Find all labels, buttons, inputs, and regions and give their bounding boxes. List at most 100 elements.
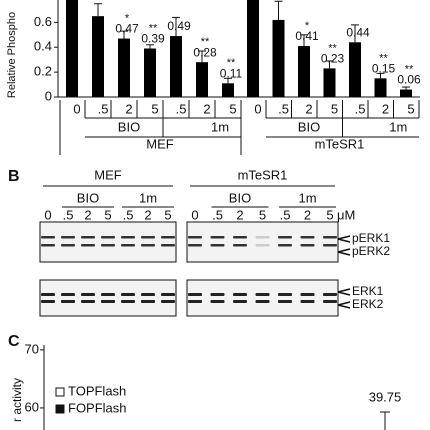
blot-band xyxy=(278,236,292,239)
band-label: pERK1 xyxy=(352,231,390,245)
band-arrow xyxy=(337,248,351,256)
group-label: MEF xyxy=(94,167,122,182)
legend-swatch xyxy=(55,404,65,414)
treatment-label: 1m xyxy=(211,119,229,134)
blot-band xyxy=(41,300,55,303)
treatment-label: BIO xyxy=(229,190,251,205)
blot-band xyxy=(255,236,270,239)
dose-label: .5 xyxy=(63,207,74,222)
blot-band xyxy=(210,293,225,296)
blot-panel xyxy=(39,221,177,263)
y-tick-label: 70 xyxy=(25,341,39,356)
band-label: pERK2 xyxy=(352,244,390,258)
dose-label: 5 xyxy=(326,207,333,222)
dose-label: 5 xyxy=(104,207,111,222)
blot-band xyxy=(41,293,55,296)
value-label: 0.41 xyxy=(295,29,319,43)
dose-label: 2 xyxy=(144,207,151,222)
value-label: 0.47 xyxy=(115,22,139,36)
dose-label: .5 xyxy=(123,207,134,222)
treatment-label: 1m xyxy=(139,190,157,205)
bar xyxy=(170,36,182,97)
value-label: 0.28 xyxy=(193,45,217,59)
bar xyxy=(374,78,387,97)
value-label: 0.06 xyxy=(397,73,421,87)
blot-band xyxy=(121,293,135,296)
dose-label: .5 xyxy=(280,207,291,222)
blot-band xyxy=(233,236,247,239)
bar xyxy=(298,46,310,97)
x-tick-label: .5 xyxy=(278,101,289,116)
blot-band xyxy=(188,293,202,296)
x-tick-label: 5 xyxy=(151,101,158,116)
treatment-label: BIO xyxy=(77,190,99,205)
blot-band xyxy=(323,300,337,303)
unit-label: μM xyxy=(337,207,355,222)
group-label: mTeSR1 xyxy=(238,167,288,182)
dose-label: 0 xyxy=(44,207,51,222)
y-tick-label: 0 xyxy=(45,88,52,103)
y-tick-label: 0.6 xyxy=(34,14,52,29)
significance: ** xyxy=(379,52,388,64)
bar xyxy=(323,68,336,97)
blot-band xyxy=(300,293,315,296)
blot-band xyxy=(101,293,115,296)
value-label: 0.23 xyxy=(321,52,345,66)
blot-band xyxy=(233,244,247,247)
blot-band xyxy=(81,244,95,247)
dose-label: 0 xyxy=(191,207,198,222)
annotation: 39.75 xyxy=(369,389,402,404)
x-tick-label: 5 xyxy=(229,101,236,116)
blot-band xyxy=(141,293,155,296)
x-tick-label: .5 xyxy=(176,101,187,116)
bar xyxy=(349,42,361,97)
bar xyxy=(66,0,78,97)
bar xyxy=(196,62,208,97)
blot-band xyxy=(210,244,225,247)
blot-band xyxy=(323,244,337,247)
treatment-label: 1m xyxy=(389,119,407,134)
x-tick-label: 2 xyxy=(203,101,210,116)
bar xyxy=(144,48,156,97)
panel-label: B xyxy=(8,168,20,185)
bar xyxy=(118,38,130,97)
value-label: 0.44 xyxy=(346,25,370,39)
blot-band xyxy=(101,236,115,239)
blot-band xyxy=(61,244,75,247)
band-label: ERK1 xyxy=(352,284,384,298)
significance: ** xyxy=(149,22,158,34)
bar xyxy=(92,16,104,98)
blot-band xyxy=(141,244,155,247)
treatment-label: 1m xyxy=(298,190,316,205)
blot-band xyxy=(323,293,337,296)
bar xyxy=(247,0,259,97)
blot-band xyxy=(141,236,155,239)
blot-band xyxy=(41,236,55,239)
blot-band xyxy=(161,293,175,296)
dose-label: 2 xyxy=(84,207,91,222)
dose-label: 2 xyxy=(304,207,311,222)
treatment-label: BIO xyxy=(298,119,320,134)
y-tick-label: 0.4 xyxy=(34,39,52,54)
blot-band xyxy=(188,244,202,247)
blot-band xyxy=(41,244,55,247)
y-tick-label: 0.2 xyxy=(34,64,52,79)
blot-band xyxy=(255,244,270,247)
dose-label: .5 xyxy=(212,207,223,222)
x-tick-label: 0 xyxy=(73,101,80,116)
blot-band xyxy=(101,300,115,303)
group-label: MEF xyxy=(146,136,174,151)
significance: * xyxy=(305,20,310,32)
x-tick-label: 5 xyxy=(331,101,338,116)
x-tick-label: 0 xyxy=(254,101,261,116)
significance: ** xyxy=(201,36,210,48)
band-arrow xyxy=(337,301,351,309)
blot-band xyxy=(300,236,315,239)
bar xyxy=(400,89,412,97)
blot-panel xyxy=(186,221,339,263)
treatment-label: BIO xyxy=(118,119,140,134)
significance: ** xyxy=(405,63,414,75)
blot-band xyxy=(61,293,75,296)
legend-label: FOPFlash xyxy=(68,400,127,415)
blot-band xyxy=(188,236,202,239)
